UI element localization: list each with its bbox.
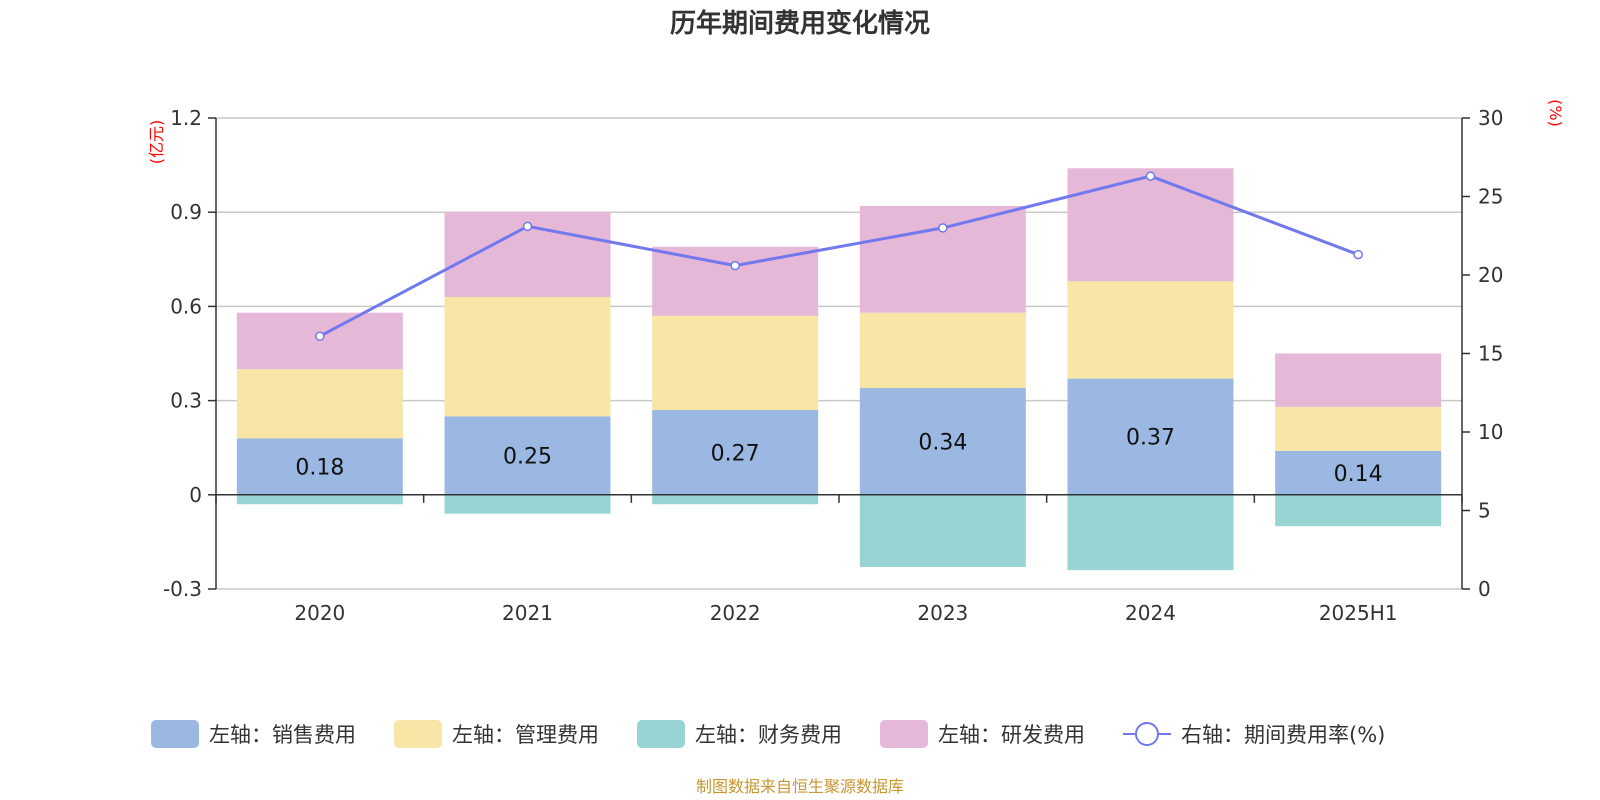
rate-point [730, 260, 740, 271]
right-tick-label: 25 [1478, 185, 1503, 209]
source-note: 制图数据来自恒生聚源数据库 [696, 777, 904, 796]
legend-label: 左轴：财务费用 [695, 723, 842, 747]
bar-segment [444, 494, 611, 514]
legend-marker-icon [1135, 722, 1159, 746]
left-tick-label: 0.3 [170, 389, 202, 413]
bar-segment [859, 312, 1026, 389]
legend-swatch [880, 720, 928, 748]
bar-segment [1067, 378, 1234, 495]
right-axis-unit: (%) [1546, 99, 1565, 127]
bar-segment [444, 296, 611, 417]
x-tick-label: 2023 [917, 601, 968, 625]
bar-segment [1275, 450, 1442, 495]
bar-segment [236, 438, 403, 495]
bar-segment [652, 315, 819, 411]
legend-label: 左轴：管理费用 [452, 723, 599, 747]
rate-point [1145, 171, 1156, 181]
data-label: 0.27 [711, 441, 760, 466]
data-label: 0.18 [295, 456, 344, 481]
x-tick-label: 2024 [1125, 601, 1176, 625]
rate-line-path [319, 174, 1359, 338]
left-axis-unit: (亿元) [147, 120, 166, 165]
left-tick-label: 0.6 [170, 294, 202, 318]
left-tick-label: 0.9 [170, 200, 202, 224]
bar-segment [859, 205, 1026, 313]
legend-label: 左轴：销售费用 [209, 723, 356, 747]
data-label: 0.34 [918, 430, 967, 455]
bar-segment [652, 494, 819, 505]
bar-segment [652, 410, 819, 495]
rate-point [315, 331, 325, 341]
left-tick-label: -0.3 [163, 577, 202, 601]
data-label: 0.37 [1126, 426, 1175, 451]
right-tick-label: 5 [1478, 499, 1491, 523]
legend-swatch [394, 720, 442, 748]
data-label: 0.25 [503, 445, 552, 470]
legend-swatch [637, 720, 685, 748]
bar-segment [236, 369, 403, 439]
bar-segment [859, 388, 1026, 495]
bar-segment [1067, 494, 1234, 571]
chart-title: 历年期间费用变化情况 [670, 8, 930, 39]
legend-label: 右轴：期间费用率(%) [1181, 723, 1385, 747]
left-tick-label: 1.2 [170, 106, 202, 130]
x-tick-label: 2022 [710, 601, 761, 625]
bar-segment [236, 494, 403, 505]
right-tick-label: 0 [1478, 577, 1491, 601]
bar-segment [652, 246, 819, 316]
data-label: 0.14 [1334, 462, 1383, 487]
grid [216, 117, 1462, 590]
legend-swatch [151, 720, 199, 748]
x-tick-label: 2025H1 [1319, 601, 1398, 625]
right-tick-label: 10 [1478, 420, 1503, 444]
axes: 1.2 0.9 0.6 0.3 0 -0.3 (亿元) 30 25 20 15 10 5 0 (%) 2020… [147, 99, 1565, 625]
rate-point [938, 223, 948, 233]
legend-label: 左轴：研发费用 [938, 723, 1085, 747]
right-tick-label: 30 [1478, 106, 1503, 130]
data-labels: 0.18 0.25 0.27 0.34 0.37 0.14 [295, 426, 1382, 487]
x-tick-label: 2020 [294, 601, 345, 625]
right-tick-label: 15 [1478, 342, 1503, 366]
bar-segment [444, 416, 611, 495]
rate-point [522, 221, 533, 232]
bar-segment [859, 494, 1026, 568]
bar-segment [1067, 281, 1234, 379]
left-tick-label: 0 [189, 483, 202, 507]
bars [236, 168, 1442, 571]
rate-line [315, 171, 1363, 341]
bar-segment [1067, 168, 1234, 282]
rate-point [1353, 249, 1363, 260]
x-tick-label: 2021 [502, 601, 553, 625]
bar-segment [1275, 494, 1442, 527]
bar-segment [1275, 406, 1442, 451]
bar-segment [1275, 353, 1442, 407]
right-tick-label: 20 [1478, 263, 1503, 287]
legend: 左轴：销售费用 左轴：管理费用 左轴：财务费用 左轴：研发费用 右轴：期间费用率(%) [151, 720, 1385, 748]
